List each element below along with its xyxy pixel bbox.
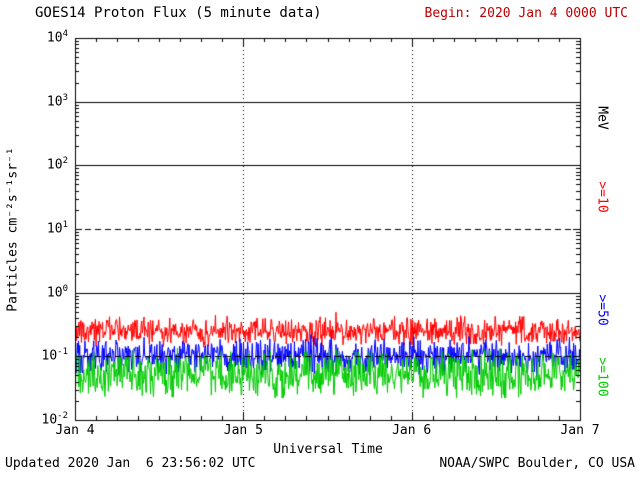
updated-timestamp: Updated 2020 Jan 6 23:56:02 UTC [5, 456, 256, 471]
y-tick-label: 10-2 [41, 411, 69, 428]
series-threshold-label: >=100 [594, 357, 610, 397]
x-tick-label: Jan 4 [55, 423, 95, 438]
x-tick-label: Jan 7 [560, 423, 600, 438]
x-tick-label: Jan 6 [392, 423, 432, 438]
y-tick-label: 10-1 [41, 347, 69, 364]
series-threshold-label: >=50 [594, 294, 610, 326]
x-axis-label: Universal Time [273, 442, 383, 457]
chart-title: GOES14 Proton Flux (5 minute data) [35, 5, 322, 21]
begin-timestamp: Begin: 2020 Jan 4 0000 UTC [424, 6, 629, 21]
series-threshold-label: >=10 [594, 181, 610, 213]
right-axis-unit-label: MeV [594, 106, 610, 130]
y-tick-label: 104 [46, 29, 68, 46]
y-tick-label: 100 [46, 283, 68, 300]
y-tick-label: 103 [46, 92, 68, 109]
y-tick-label: 102 [46, 156, 68, 173]
x-tick-label: Jan 5 [223, 423, 263, 438]
y-tick-label: 101 [46, 220, 68, 237]
source-credit: NOAA/SWPC Boulder, CO USA [439, 456, 635, 471]
